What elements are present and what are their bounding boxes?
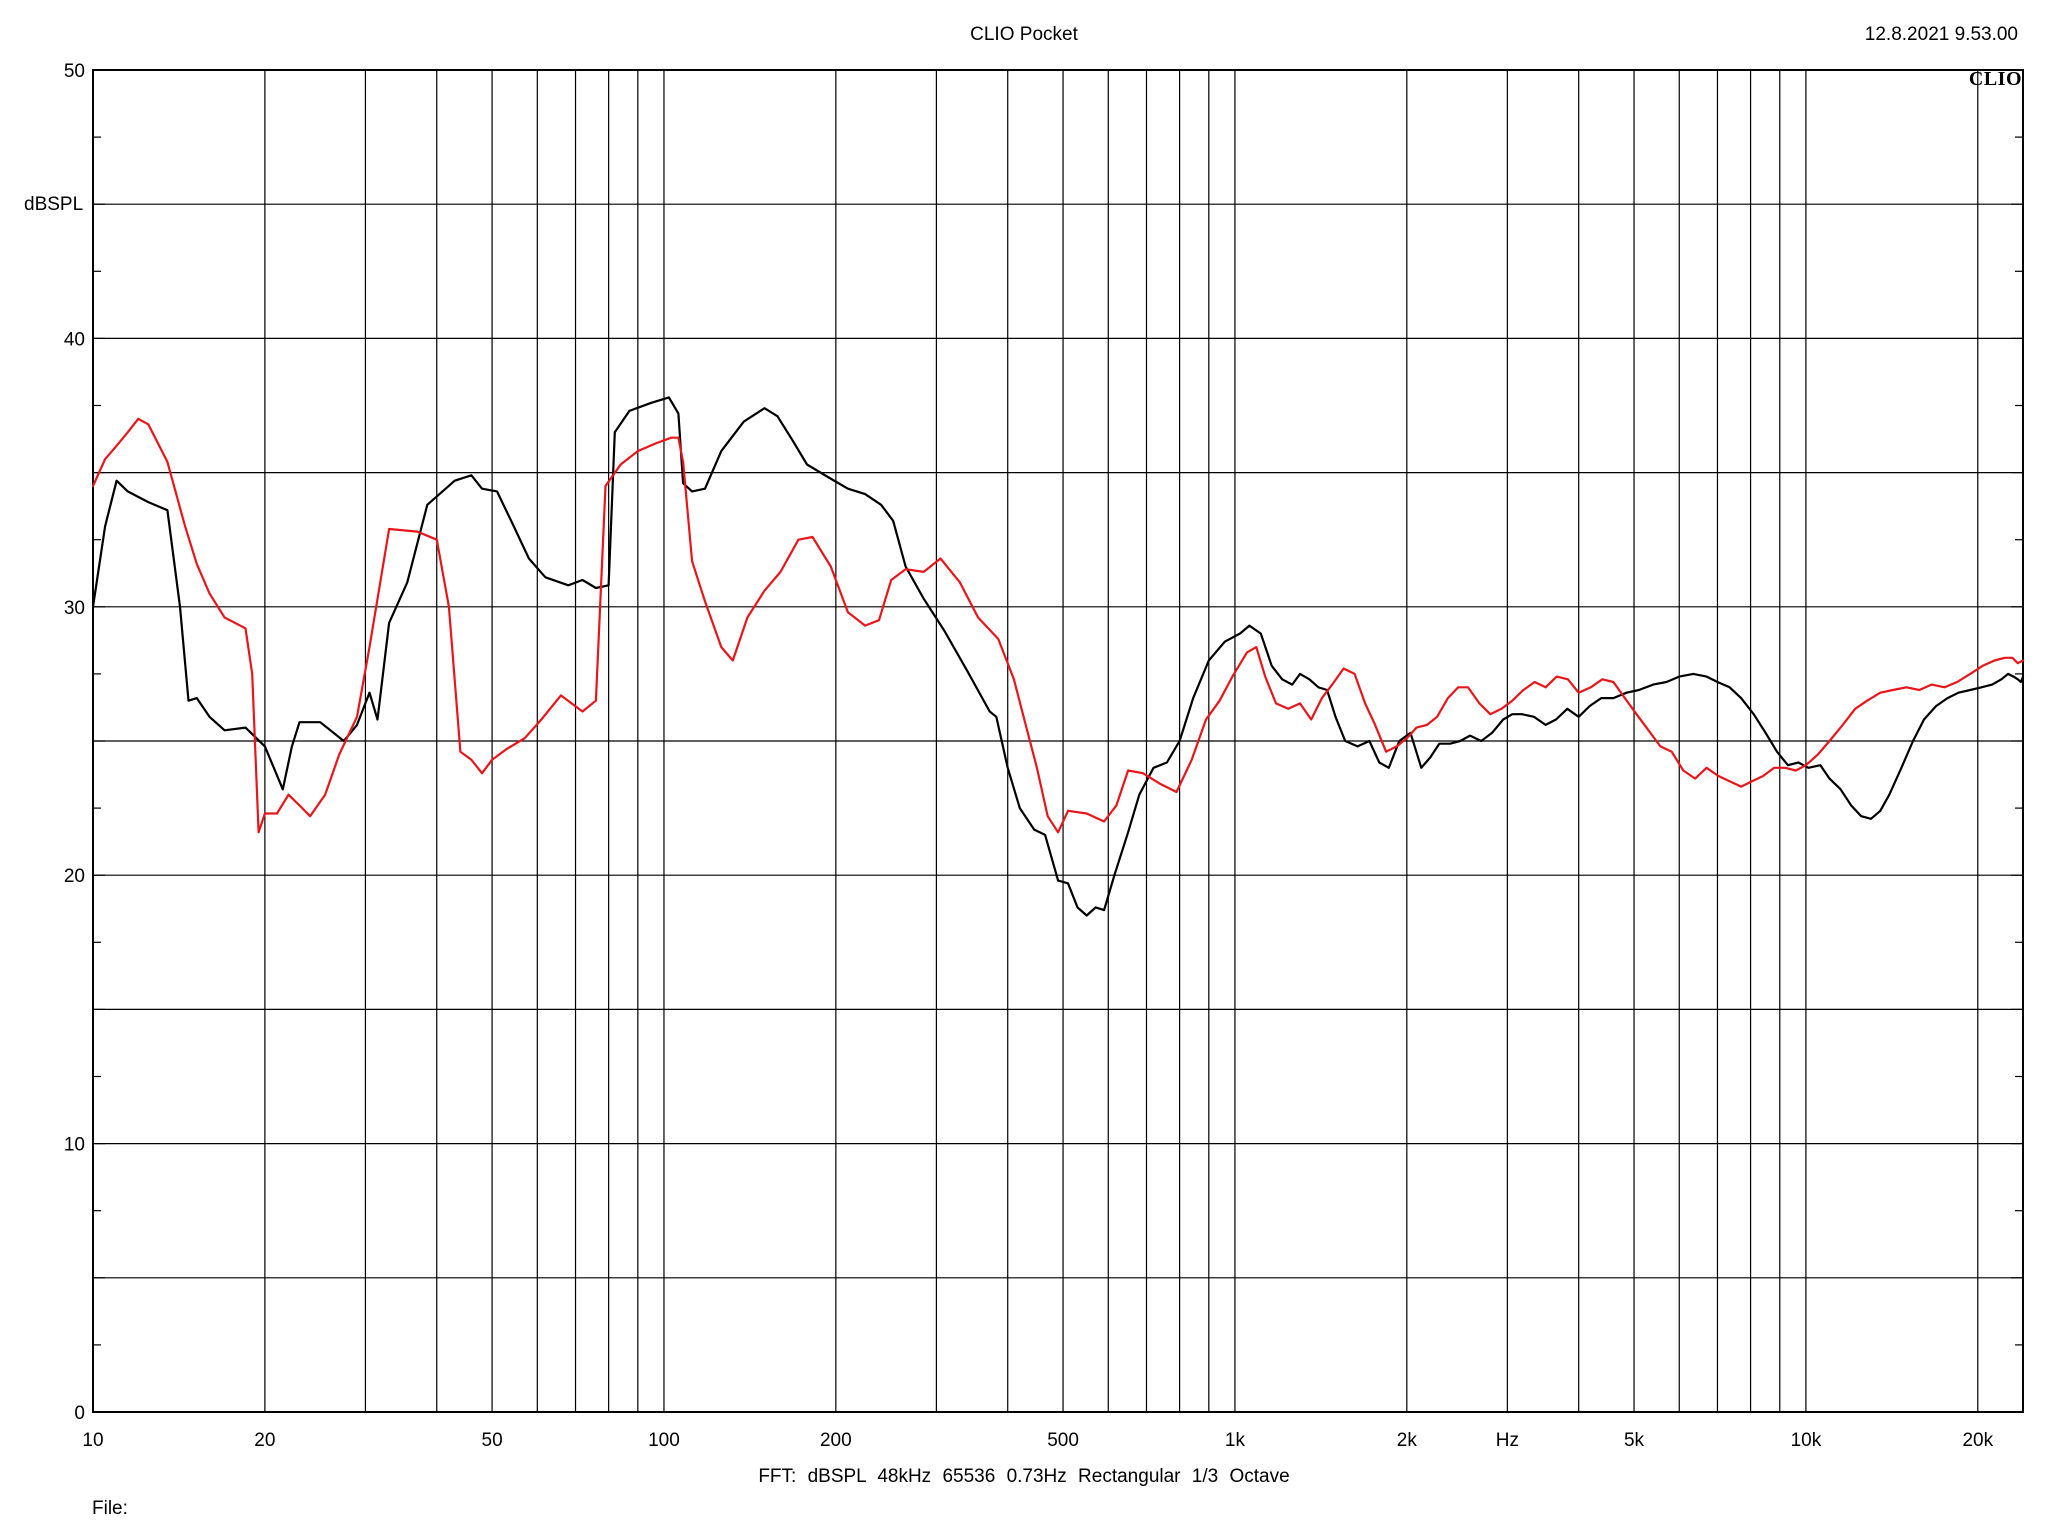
x-unit-label: Hz [1496,1430,1519,1451]
x-tick-label: 10 [82,1430,103,1451]
y-tick-label: 30 [64,598,85,619]
fft-settings-text: FFT: dBSPL 48kHz 65536 0.73Hz Rectangula… [758,1466,1290,1487]
x-tick-labels: 10 20 50 100 200 500 1k 2k 5k 10k 20k Hz [82,1430,1993,1451]
series-line-2 [91,417,2025,834]
x-tick-label: 50 [482,1430,503,1451]
chart-grid [93,70,2023,1412]
x-tick-label: 20 [254,1430,275,1451]
y-tick-labels: 0 10 20 30 40 50 [64,61,2023,1424]
x-tick-label: 20k [1962,1430,1993,1451]
series-line-1 [91,396,2025,917]
chart-title: CLIO Pocket [970,24,1078,45]
x-tick-label: 1k [1225,1430,1246,1451]
y-axis-label: dBSPL [24,194,84,215]
y-tick-label: 50 [64,61,85,82]
y-tick-label: 10 [64,1135,85,1156]
chart-series [91,396,2025,917]
x-tick-label: 10k [1791,1430,1822,1451]
clio-brand-logo: CLIO [1968,68,2022,90]
file-label: File: [92,1498,128,1519]
x-tick-label: 200 [820,1430,852,1451]
timestamp: 12.8.2021 9.53.00 [1864,24,2018,45]
x-tick-label: 100 [648,1430,680,1451]
x-tick-label: 2k [1397,1430,1418,1451]
y-tick-label: 20 [64,866,85,887]
x-tick-label: 500 [1047,1430,1079,1451]
y-tick-label: 0 [74,1403,85,1424]
y-tick-label: 40 [64,329,85,350]
x-tick-label: 5k [1624,1430,1645,1451]
